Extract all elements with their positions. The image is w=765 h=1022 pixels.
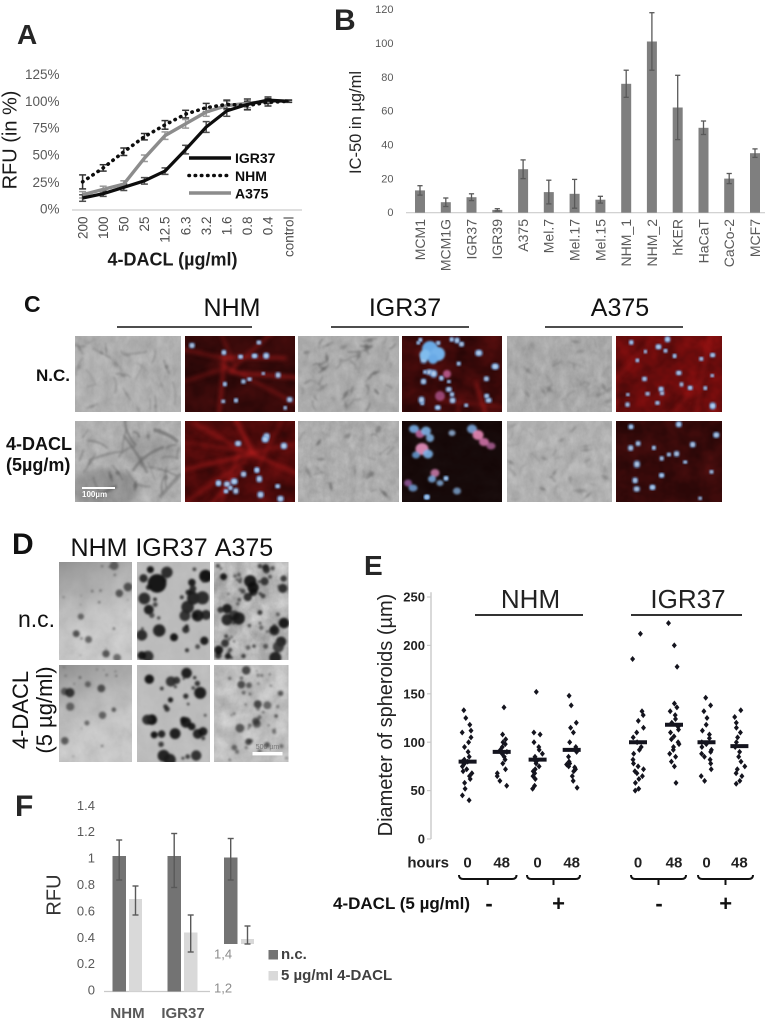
- svg-text:60: 60: [381, 106, 393, 118]
- svg-text:0: 0: [463, 855, 471, 872]
- svg-text:75%: 75%: [32, 121, 59, 136]
- svg-text:1,4: 1,4: [214, 947, 232, 962]
- svg-text:NHM: NHM: [110, 1005, 144, 1022]
- svg-text:500 µm: 500 µm: [256, 744, 280, 751]
- svg-text:NHM_2: NHM_2: [644, 219, 660, 267]
- svg-text:25%: 25%: [32, 175, 59, 190]
- svg-text:n.c.: n.c.: [281, 946, 307, 963]
- svg-text:12.5: 12.5: [158, 217, 173, 243]
- svg-text:F: F: [15, 790, 33, 823]
- svg-text:0.4: 0.4: [77, 930, 95, 945]
- svg-text:B: B: [334, 4, 356, 37]
- svg-text:200: 200: [75, 217, 90, 240]
- svg-text:25: 25: [137, 217, 152, 232]
- svg-text:Mel.7: Mel.7: [541, 219, 557, 253]
- svg-text:50: 50: [411, 783, 425, 798]
- svg-text:40: 40: [381, 140, 393, 152]
- svg-text:0: 0: [533, 855, 541, 872]
- svg-text:0: 0: [418, 832, 425, 847]
- svg-text:6.3: 6.3: [178, 217, 193, 236]
- svg-text:4-DACL (µg/ml): 4-DACL (µg/ml): [107, 250, 237, 270]
- svg-text:50: 50: [117, 217, 132, 232]
- svg-text:100: 100: [403, 735, 425, 750]
- svg-text:MCM1: MCM1: [412, 219, 428, 260]
- svg-text:0.4: 0.4: [261, 216, 276, 235]
- svg-text:80: 80: [381, 72, 393, 84]
- svg-text:100: 100: [96, 217, 111, 240]
- svg-text:hKER: hKER: [670, 219, 686, 256]
- svg-text:100: 100: [375, 38, 393, 50]
- svg-text:IC-50 in µg/ml: IC-50 in µg/ml: [347, 71, 365, 174]
- svg-text:1.6: 1.6: [220, 217, 235, 236]
- svg-text:RFU (in %): RFU (in %): [0, 91, 22, 190]
- svg-text:250: 250: [403, 590, 425, 605]
- svg-text:CaCo-2: CaCo-2: [721, 219, 737, 267]
- svg-text:100%: 100%: [25, 94, 60, 109]
- svg-text:HaCaT: HaCaT: [695, 219, 711, 264]
- svg-text:+: +: [552, 891, 565, 916]
- svg-text:A375: A375: [235, 186, 269, 202]
- svg-text:control: control: [281, 217, 296, 258]
- svg-text:0.2: 0.2: [77, 956, 95, 971]
- svg-text:48: 48: [666, 855, 683, 872]
- svg-text:0: 0: [634, 855, 642, 872]
- svg-text:hours: hours: [407, 855, 449, 872]
- svg-text:+: +: [719, 891, 732, 916]
- svg-text:IGR37: IGR37: [235, 150, 276, 166]
- svg-text:0%: 0%: [40, 201, 60, 216]
- svg-text:0.6: 0.6: [77, 903, 95, 918]
- svg-text:120: 120: [375, 4, 393, 16]
- svg-text:1,2: 1,2: [214, 981, 232, 996]
- svg-text:NHM_1: NHM_1: [618, 219, 634, 267]
- svg-text:4-DACL (5 µg/ml): 4-DACL (5 µg/ml): [333, 894, 470, 913]
- svg-text:3.2: 3.2: [199, 217, 214, 236]
- svg-text:E: E: [364, 550, 383, 581]
- svg-text:150: 150: [403, 686, 425, 701]
- svg-text:1.4: 1.4: [77, 798, 95, 813]
- svg-text:0.8: 0.8: [77, 877, 95, 892]
- svg-text:A375: A375: [515, 219, 531, 252]
- svg-text:IGR37: IGR37: [650, 584, 725, 614]
- svg-text:5 µg/ml 4-DACL: 5 µg/ml 4-DACL: [281, 967, 392, 984]
- svg-text:48: 48: [493, 855, 510, 872]
- svg-text:48: 48: [563, 855, 580, 872]
- svg-text:Diameter of spheroids (µm): Diameter of spheroids (µm): [375, 594, 397, 837]
- svg-text:0: 0: [387, 207, 393, 219]
- svg-text:-: -: [485, 891, 492, 916]
- svg-text:NHM: NHM: [501, 584, 560, 614]
- svg-text:0.8: 0.8: [240, 217, 255, 236]
- svg-text:NHM: NHM: [235, 168, 267, 184]
- svg-text:MCF7: MCF7: [747, 219, 763, 257]
- svg-text:50%: 50%: [32, 148, 59, 163]
- svg-text:MCM1G: MCM1G: [438, 219, 454, 271]
- svg-text:1: 1: [88, 851, 95, 866]
- svg-text:1.2: 1.2: [77, 824, 95, 839]
- svg-text:Mel.17: Mel.17: [567, 219, 583, 261]
- svg-text:48: 48: [731, 855, 748, 872]
- svg-text:RFU: RFU: [44, 874, 66, 915]
- svg-text:125%: 125%: [25, 67, 60, 82]
- svg-text:0: 0: [88, 983, 95, 998]
- svg-text:IGR37: IGR37: [463, 219, 479, 260]
- svg-text:IGR37: IGR37: [161, 1005, 204, 1022]
- svg-text:0: 0: [702, 855, 710, 872]
- svg-text:IGR39: IGR39: [489, 219, 505, 260]
- svg-text:-: -: [655, 891, 662, 916]
- svg-text:A: A: [17, 19, 37, 50]
- svg-text:200: 200: [403, 638, 425, 653]
- svg-text:20: 20: [381, 173, 393, 185]
- svg-text:Mel.15: Mel.15: [592, 219, 608, 261]
